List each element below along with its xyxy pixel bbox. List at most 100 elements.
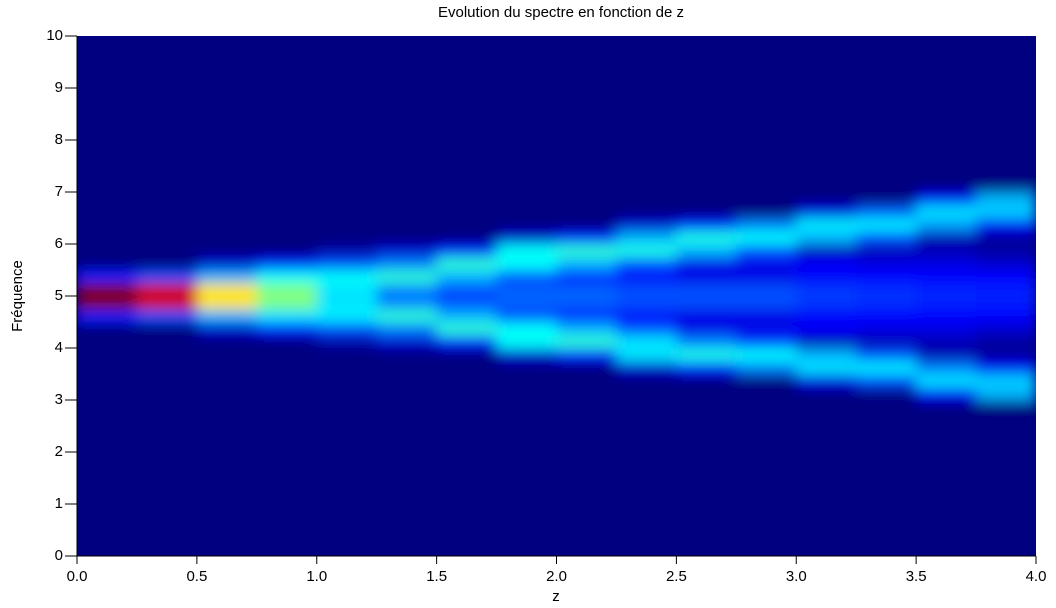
heatmap-cell	[496, 101, 557, 115]
heatmap-cell	[916, 192, 977, 206]
heatmap-cell	[736, 309, 797, 323]
heatmap-cell	[436, 270, 498, 284]
heatmap-cell	[436, 296, 498, 310]
heatmap-cell	[316, 192, 378, 206]
heatmap-cell	[736, 205, 797, 219]
heatmap-cell	[616, 387, 677, 401]
heatmap-cell	[676, 517, 737, 531]
heatmap-cell	[616, 101, 677, 115]
heatmap-cell	[376, 478, 438, 492]
heatmap-cell	[256, 387, 318, 401]
heatmap-cell	[136, 127, 198, 141]
heatmap-cell	[856, 49, 917, 63]
heatmap-cell	[556, 309, 617, 323]
heatmap-cell	[616, 75, 677, 89]
heatmap-cell	[196, 88, 258, 102]
heatmap-cell	[496, 283, 557, 297]
heatmap-cell	[616, 478, 677, 492]
heatmap-cell	[676, 426, 737, 440]
heatmap-cell	[556, 348, 617, 362]
heatmap-cell	[916, 361, 977, 375]
heatmap-cell	[316, 335, 378, 349]
heatmap-cell	[77, 400, 138, 414]
heatmap-cell	[436, 517, 498, 531]
heatmap-cell	[616, 88, 677, 102]
heatmap-cell	[196, 153, 258, 167]
heatmap-cell	[256, 101, 318, 115]
heatmap-cell	[616, 543, 677, 556]
heatmap-cell	[796, 114, 857, 128]
heatmap-cell	[256, 309, 318, 323]
heatmap-cell	[136, 413, 198, 427]
heatmap-cell	[556, 283, 617, 297]
heatmap-cell	[376, 205, 438, 219]
heatmap-cell	[196, 270, 258, 284]
heatmap-cell	[316, 257, 378, 271]
heatmap-cell	[616, 452, 677, 466]
heatmap-cell	[376, 322, 438, 336]
heatmap-cell	[856, 153, 917, 167]
heatmap-cell	[556, 49, 617, 63]
y-tick-label: 8	[55, 131, 63, 148]
heatmap-cell	[796, 62, 857, 76]
heatmap-cell	[856, 348, 917, 362]
heatmap-cell	[196, 400, 258, 414]
heatmap-cell	[316, 374, 378, 388]
heatmap-cell	[77, 543, 138, 556]
heatmap-cell	[916, 413, 977, 427]
heatmap-cell	[256, 491, 318, 505]
heatmap-cell	[736, 257, 797, 271]
heatmap-cell	[496, 166, 557, 180]
heatmap-cell	[556, 218, 617, 232]
heatmap-cell	[136, 218, 198, 232]
heatmap-cell	[916, 400, 977, 414]
heatmap-cell	[316, 400, 378, 414]
heatmap-cell	[796, 322, 857, 336]
heatmap-cell	[556, 361, 617, 375]
heatmap-cell	[556, 257, 617, 271]
heatmap-cell	[676, 543, 737, 556]
heatmap-cell	[436, 426, 498, 440]
heatmap-cell	[796, 296, 857, 310]
heatmap-cell	[136, 348, 198, 362]
heatmap-cell	[376, 153, 438, 167]
heatmap-cell	[736, 192, 797, 206]
heatmap-cell	[77, 257, 138, 271]
heatmap-cell	[196, 101, 258, 115]
x-axis-label: z	[552, 588, 560, 605]
x-tick-label: 1.5	[426, 568, 447, 585]
heatmap-cell	[436, 452, 498, 466]
heatmap-cell	[796, 491, 857, 505]
heatmap-cell	[736, 426, 797, 440]
heatmap-cell	[316, 413, 378, 427]
heatmap-cell	[676, 244, 737, 258]
heatmap-cell	[856, 62, 917, 76]
heatmap-cell	[676, 75, 737, 89]
heatmap-cell	[796, 413, 857, 427]
heatmap-cell	[196, 140, 258, 154]
heatmap-cell	[196, 192, 258, 206]
heatmap-cell	[976, 309, 1036, 323]
heatmap-cell	[316, 49, 378, 63]
heatmap-cell	[436, 218, 498, 232]
heatmap-cell	[916, 348, 977, 362]
heatmap-cell	[136, 244, 198, 258]
heatmap-cell	[316, 309, 378, 323]
heatmap-cell	[376, 88, 438, 102]
y-tick-label: 6	[55, 235, 63, 252]
heatmap-cell	[556, 400, 617, 414]
heatmap-cell	[316, 426, 378, 440]
heatmap-cell	[736, 387, 797, 401]
heatmap-cell	[736, 244, 797, 258]
heatmap-cell	[556, 452, 617, 466]
y-tick-label: 4	[55, 339, 63, 356]
heatmap-cell	[916, 114, 977, 128]
heatmap-cell	[256, 153, 318, 167]
heatmap-cell	[376, 36, 438, 50]
heatmap-cell	[436, 231, 498, 245]
heatmap-cell	[856, 36, 917, 50]
heatmap-cell	[136, 166, 198, 180]
heatmap-cell	[256, 465, 318, 479]
heatmap-cell	[316, 75, 378, 89]
heatmap-cell	[796, 205, 857, 219]
